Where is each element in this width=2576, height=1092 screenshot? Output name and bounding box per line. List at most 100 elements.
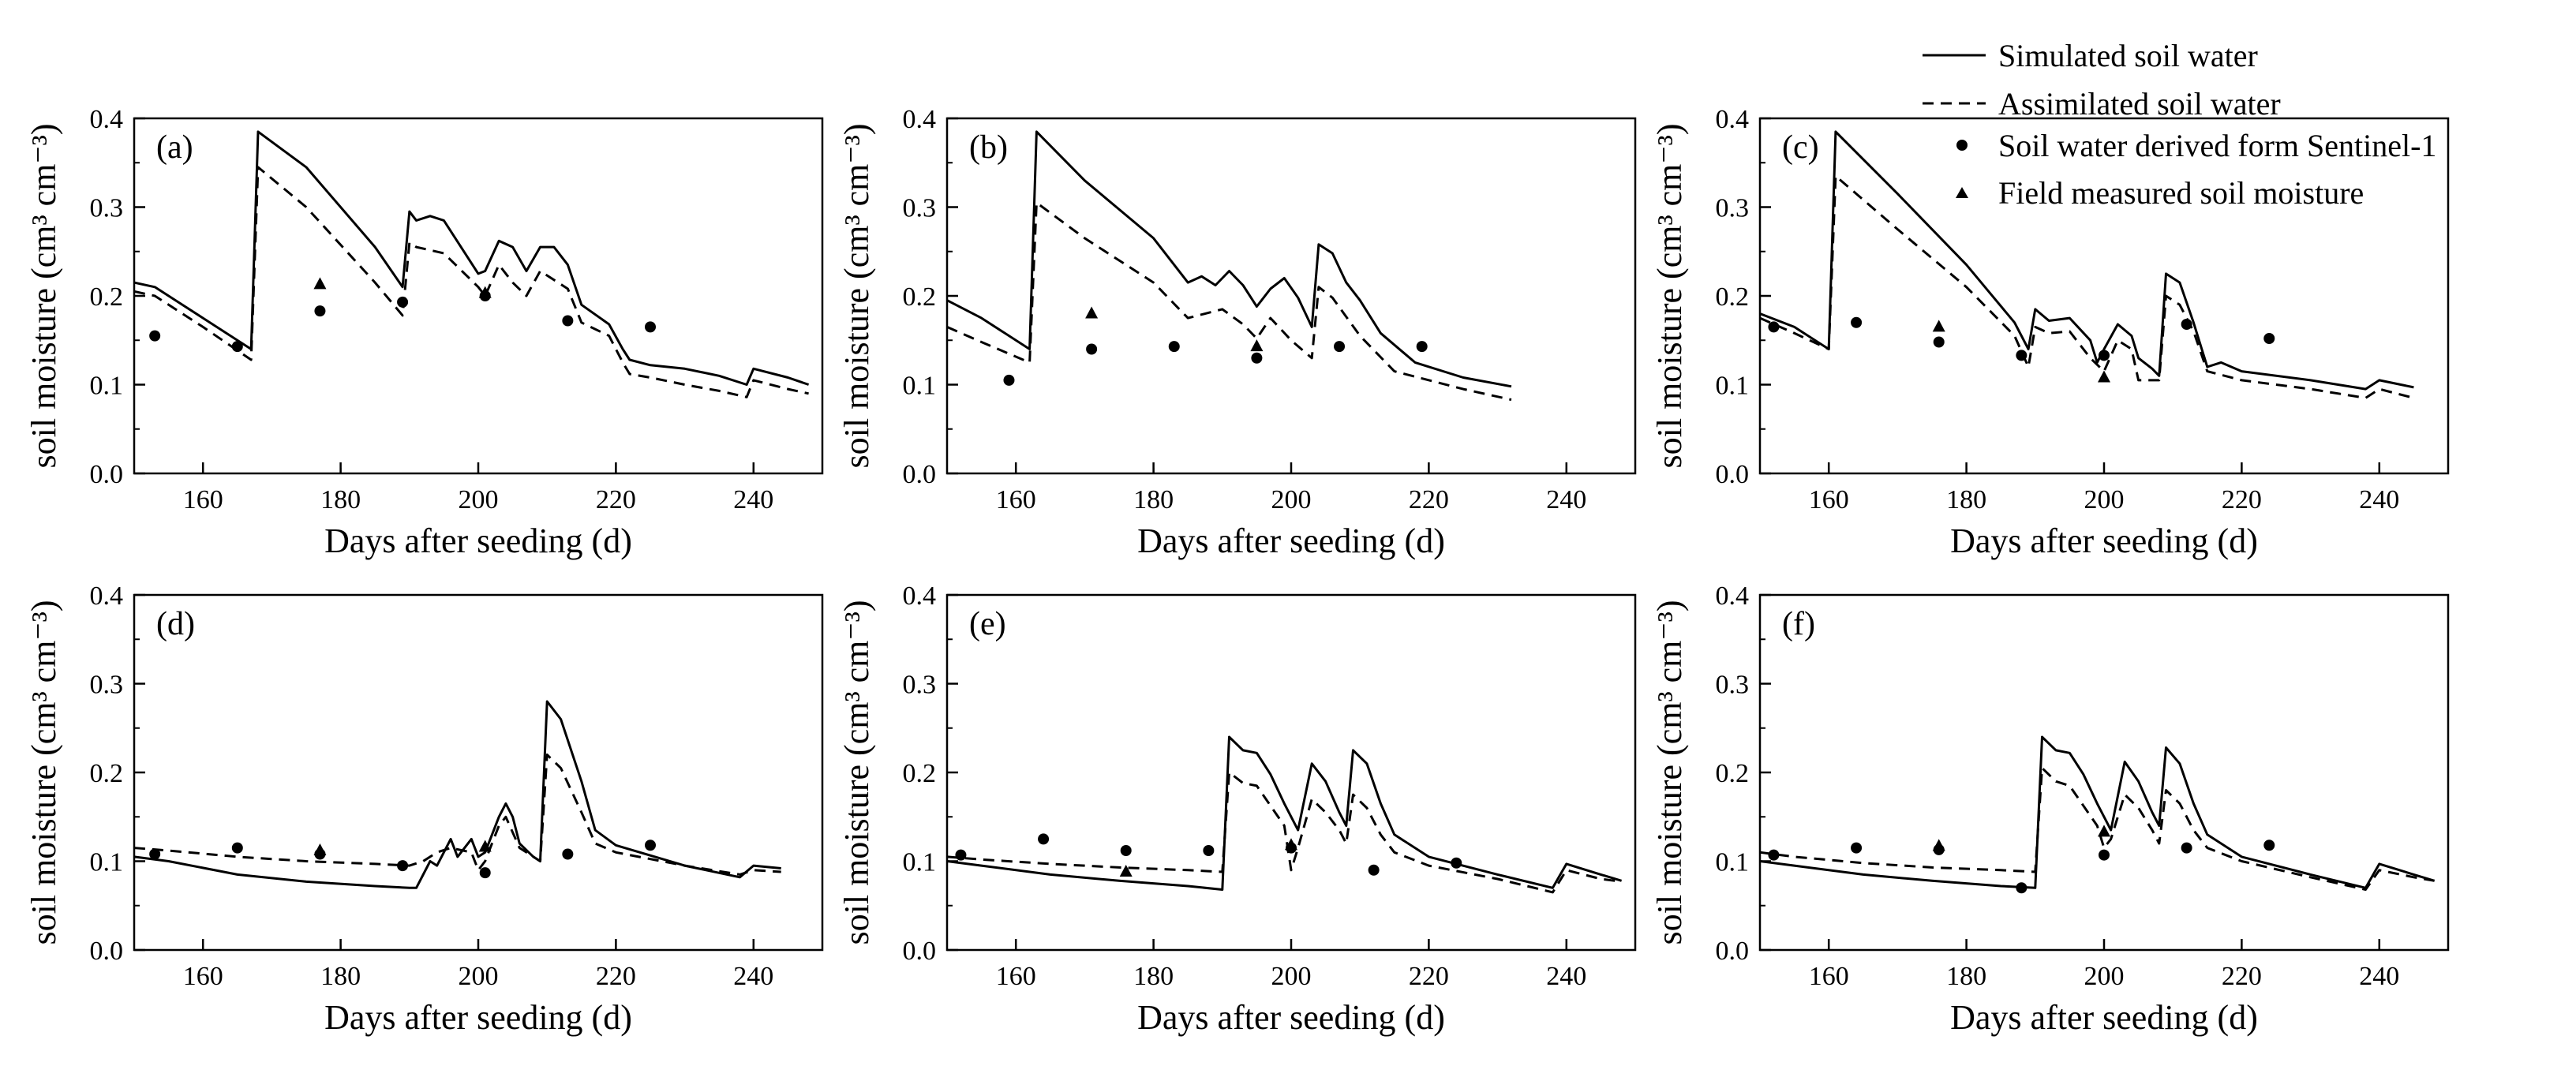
y-tick-label: 0.1 bbox=[90, 848, 124, 877]
sentinel-point bbox=[1120, 845, 1132, 856]
sentinel-point bbox=[1203, 845, 1215, 856]
x-axis-title: Days after seeding (d) bbox=[1950, 998, 2258, 1037]
plot-frame bbox=[945, 117, 1637, 475]
series-group bbox=[1760, 735, 2436, 891]
y-tick-label: 0.2 bbox=[903, 759, 937, 788]
x-axis-title: Days after seeding (d) bbox=[1137, 998, 1445, 1037]
sentinel-point bbox=[2016, 350, 2027, 361]
sentinel-point bbox=[1851, 316, 1863, 328]
series-group bbox=[947, 130, 1512, 402]
x-tick-label: 200 bbox=[459, 485, 499, 514]
sentinel-point bbox=[149, 848, 161, 860]
sentinel-point bbox=[1451, 857, 1462, 869]
sentinel-point bbox=[1086, 343, 1098, 355]
x-tick-label: 240 bbox=[2359, 962, 2399, 991]
sentinel-point bbox=[479, 867, 491, 879]
sentinel-point bbox=[1334, 341, 1346, 353]
field-point bbox=[1085, 306, 1099, 319]
x-tick-label: 180 bbox=[320, 962, 361, 991]
y-tick-label: 0.3 bbox=[903, 194, 937, 223]
x-tick-label: 160 bbox=[1809, 962, 1849, 991]
x-tick-label: 200 bbox=[2084, 962, 2125, 991]
simulated-series-line bbox=[134, 130, 810, 386]
y-tick-label: 0.3 bbox=[1716, 671, 1750, 700]
field-point bbox=[478, 840, 492, 852]
x-tick-label: 240 bbox=[733, 485, 773, 514]
sentinel-point bbox=[314, 305, 326, 317]
simulated-series-line bbox=[947, 130, 1512, 388]
field-point bbox=[1285, 838, 1297, 851]
sentinel-point bbox=[397, 296, 409, 308]
chart-panel-4: 160 180 200 220 240 0.0 0.1 0.2 0.3 0.4 Days after… bbox=[837, 582, 1637, 1037]
x-tick-label: 200 bbox=[1271, 485, 1312, 514]
legend-label-field: Field measured soil moisture bbox=[1998, 175, 2364, 211]
panel-label: (e) bbox=[969, 606, 1006, 642]
y-tick-label: 0.0 bbox=[90, 937, 124, 966]
assimilated-series-line bbox=[1760, 174, 2414, 399]
sentinel-point bbox=[2099, 350, 2110, 361]
y-tick-label: 0.1 bbox=[903, 372, 937, 401]
sentinel-point bbox=[231, 842, 243, 854]
x-tick-label: 240 bbox=[2359, 485, 2399, 514]
chart-panel-3: 160 180 200 220 240 0.0 0.1 0.2 0.3 0.4 Days after… bbox=[24, 582, 824, 1037]
y-tick-label: 0.3 bbox=[90, 194, 124, 223]
y-tick-label: 0.1 bbox=[90, 372, 124, 401]
field-point bbox=[2098, 370, 2110, 383]
x-tick-label: 240 bbox=[1546, 962, 1586, 991]
x-tick-label: 240 bbox=[1546, 485, 1586, 514]
plot-frame bbox=[945, 593, 1637, 952]
simulated-series-line bbox=[134, 700, 781, 889]
sentinel-point bbox=[562, 848, 574, 860]
sentinel-point bbox=[645, 321, 656, 333]
sentinel-point bbox=[1416, 341, 1428, 353]
y-axis-title: soil moisture (cm³ cm⁻³) bbox=[837, 124, 876, 469]
x-tick-label: 180 bbox=[1946, 962, 1986, 991]
legend-triangle-marker bbox=[1956, 187, 1968, 198]
sentinel-point bbox=[1168, 341, 1180, 353]
chart-panel-1: 160 180 200 220 240 0.0 0.1 0.2 0.3 0.4 Days after… bbox=[837, 105, 1637, 560]
x-tick-label: 180 bbox=[1946, 485, 1986, 514]
sentinel-point bbox=[1933, 336, 1945, 348]
x-axis-title: Days after seeding (d) bbox=[1950, 522, 2258, 560]
y-tick-label: 0.4 bbox=[90, 105, 124, 134]
sentinel-point bbox=[1251, 352, 1263, 364]
plot-frame bbox=[133, 117, 824, 475]
y-tick-label: 0.0 bbox=[903, 460, 937, 489]
sentinel-point bbox=[231, 341, 243, 353]
field-point bbox=[478, 286, 492, 298]
assimilated-series-line bbox=[134, 166, 809, 398]
y-tick-label: 0.3 bbox=[90, 671, 124, 700]
legend: Simulated soil water Assimilated soil wa… bbox=[1923, 38, 2436, 211]
panel-label: (f) bbox=[1782, 606, 1815, 642]
legend-label-simulated: Simulated soil water bbox=[1998, 38, 2258, 73]
x-tick-label: 160 bbox=[996, 485, 1036, 514]
y-tick-label: 0.1 bbox=[1716, 372, 1750, 401]
sentinel-point bbox=[149, 330, 161, 342]
y-tick-label: 0.2 bbox=[90, 282, 124, 312]
sentinel-point bbox=[1768, 849, 1780, 861]
x-axis-title: Days after seeding (d) bbox=[324, 522, 632, 560]
sentinel-point bbox=[1003, 374, 1015, 386]
x-tick-label: 200 bbox=[2084, 485, 2125, 514]
y-tick-label: 0.1 bbox=[903, 848, 937, 877]
y-axis-title: soil moisture (cm³ cm⁻³) bbox=[837, 600, 876, 945]
sentinel-point bbox=[1851, 842, 1863, 854]
x-tick-label: 180 bbox=[320, 485, 361, 514]
assimilated-series-line bbox=[947, 771, 1622, 894]
legend-label-sentinel: Soil water derived form Sentinel-1 bbox=[1998, 128, 2436, 163]
sentinel-point bbox=[2263, 840, 2275, 851]
y-axis-title: soil moisture (cm³ cm⁻³) bbox=[1650, 600, 1689, 945]
panel-label: (d) bbox=[156, 606, 195, 642]
field-point bbox=[313, 277, 327, 290]
simulated-series-line bbox=[947, 735, 1623, 891]
x-tick-label: 160 bbox=[183, 485, 223, 514]
sentinel-point bbox=[2181, 842, 2192, 854]
y-tick-label: 0.0 bbox=[1716, 937, 1750, 966]
series-group bbox=[947, 735, 1623, 894]
legend-label-assimilated: Assimilated soil water bbox=[1998, 86, 2281, 122]
y-axis-title: soil moisture (cm³ cm⁻³) bbox=[24, 600, 63, 945]
chart-panel-0: 160 180 200 220 240 0.0 0.1 0.2 0.3 0.4 Days after… bbox=[24, 105, 824, 560]
y-tick-label: 0.3 bbox=[1716, 194, 1750, 223]
y-tick-label: 0.4 bbox=[90, 582, 124, 611]
